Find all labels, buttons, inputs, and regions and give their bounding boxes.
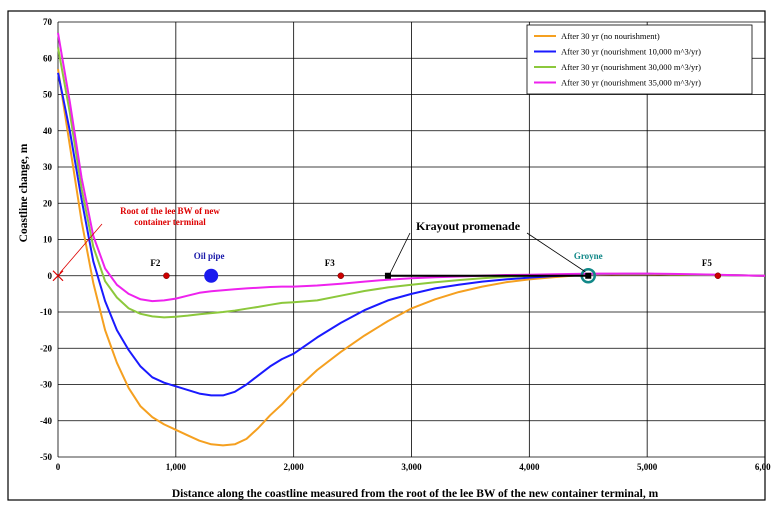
x-axis-title: Distance along the coastline measured fr…: [172, 488, 659, 500]
site-markers: F2 Oil pipe F3 Groyne F5: [150, 251, 722, 284]
y-tick-label: -30: [40, 380, 52, 390]
root-cross-mark: [52, 270, 64, 282]
promenade-start-marker: [384, 272, 391, 279]
y-tick-label: 70: [43, 17, 53, 27]
site-marker-label: Oil pipe: [194, 251, 225, 261]
legend-entry-label: After 30 yr (no nourishment): [561, 31, 660, 41]
x-tick-label: 5,000: [637, 462, 658, 472]
promenade-pointer-line: [526, 232, 586, 273]
y-tick-label: -50: [40, 452, 52, 462]
site-marker-dot: [204, 268, 219, 283]
site-marker-label: F3: [325, 258, 335, 268]
root-annotation-label: Root of the lee BW of new: [120, 206, 220, 216]
y-tick-label: 20: [43, 198, 53, 208]
y-axis-title: Coastline change, m: [18, 143, 30, 242]
y-tick-label: 30: [43, 162, 53, 172]
tick-labels: 70 60 50 40 30 20 10 0 -10 -20 -30 -40 -50 0 1,000 2,00…: [40, 17, 771, 472]
legend-entry-label: After 30 yr (nourishment 35,000 m^3/yr): [561, 78, 701, 88]
series-line: [57, 32, 766, 303]
root-annotation-label: container terminal: [134, 217, 206, 227]
site-marker-label: F5: [702, 258, 712, 268]
site-marker-label: F2: [150, 258, 160, 268]
series-lines: [57, 32, 766, 447]
x-tick-label: 0: [56, 462, 61, 472]
x-tick-label: 6,000: [755, 462, 771, 472]
y-tick-label: 0: [48, 271, 53, 281]
x-tick-label: 3,000: [401, 462, 422, 472]
site-marker-dot: [714, 272, 722, 279]
y-tick-label: 10: [43, 235, 53, 245]
promenade-label: Krayout promenade: [416, 219, 521, 233]
legend-entry-label: After 30 yr (nourishment 10,000 m^3/yr): [561, 47, 701, 57]
site-marker-dot: [163, 272, 170, 279]
root-pointer-line: [59, 223, 103, 274]
x-tick-label: 2,000: [284, 462, 305, 472]
y-tick-label: 60: [43, 53, 53, 63]
x-tick-label: 4,000: [519, 462, 540, 472]
y-tick-label: -40: [40, 416, 52, 426]
y-tick-label: -10: [40, 307, 52, 317]
legend-entry-label: After 30 yr (nourishment 30,000 m^3/yr): [561, 62, 701, 72]
y-tick-label: 50: [43, 90, 53, 100]
promenade-pointer-line: [389, 232, 411, 274]
grid-lines: [57, 21, 766, 458]
x-tick-label: 1,000: [166, 462, 187, 472]
y-tick-label: -20: [40, 343, 52, 353]
site-marker-dot: [337, 272, 345, 279]
y-tick-label: 40: [43, 126, 53, 136]
legend-box: [526, 24, 753, 95]
legend: After 30 yr (no nourishment) After 30 yr …: [526, 24, 753, 95]
site-marker-label: Groyne: [574, 251, 603, 261]
